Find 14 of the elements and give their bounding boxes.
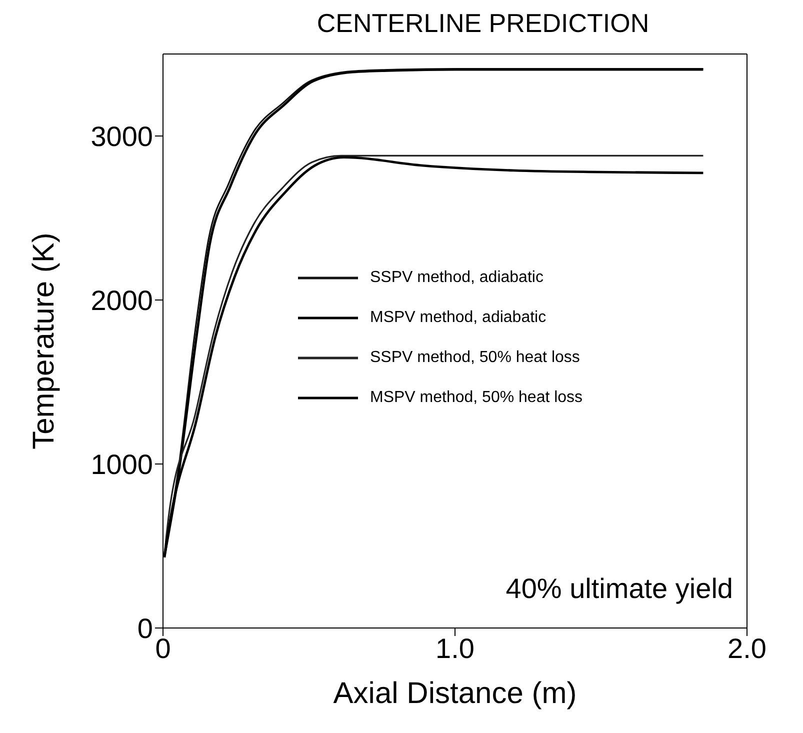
- y-tick-label: 0: [137, 612, 153, 644]
- x-tick-label: 2.0: [728, 632, 766, 664]
- y-tick-label: 2000: [90, 284, 153, 316]
- x-tick-label: 1.0: [436, 632, 474, 664]
- legend-label: SSPV method, 50% heat loss: [370, 349, 580, 367]
- legend-label: MSPV method, adiabatic: [370, 309, 546, 327]
- y-tick-label: 1000: [90, 448, 153, 480]
- x-axis-title: Axial Distance (m): [333, 677, 577, 710]
- chart-title: CENTERLINE PREDICTION: [316, 8, 650, 38]
- legend-label: SSPV method, adiabatic: [370, 269, 544, 287]
- y-tick-label: 3000: [90, 120, 153, 152]
- legend-label: MSPV method, 50% heat loss: [370, 389, 583, 407]
- annotation: 40% ultimate yield: [506, 573, 733, 605]
- y-axis-title: Temperature (K): [28, 232, 61, 450]
